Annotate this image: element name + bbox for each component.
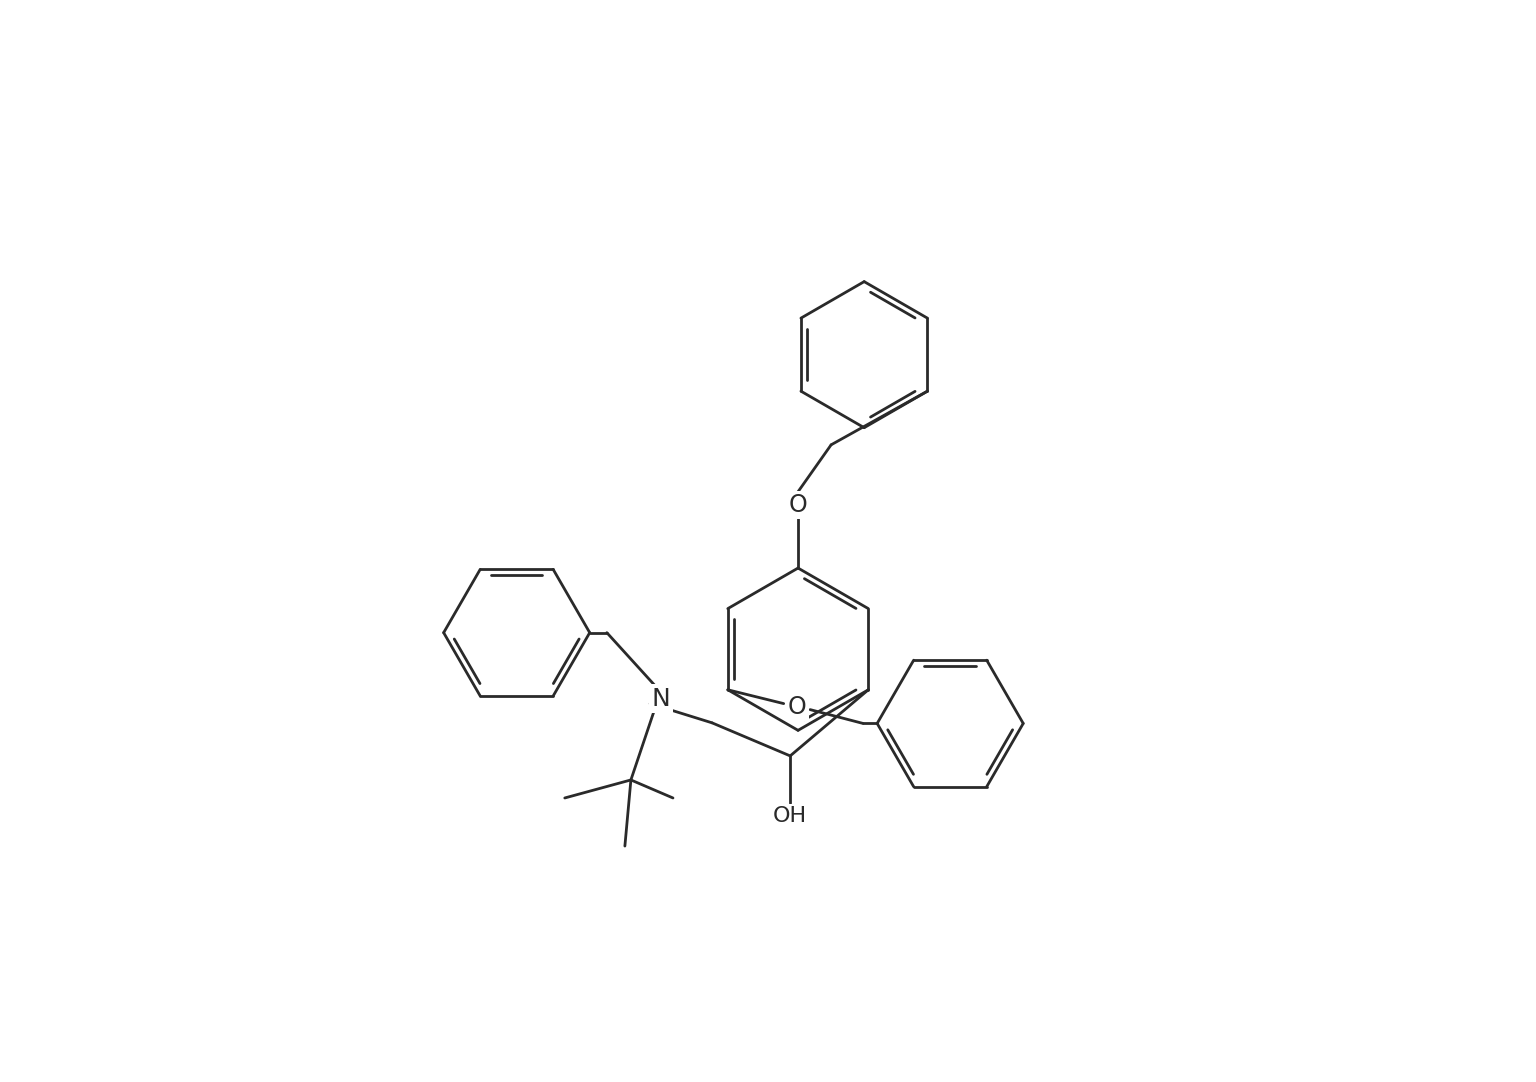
Text: O: O xyxy=(788,493,808,517)
Text: OH: OH xyxy=(773,806,808,826)
Text: N: N xyxy=(651,687,670,711)
Text: O: O xyxy=(788,695,806,718)
